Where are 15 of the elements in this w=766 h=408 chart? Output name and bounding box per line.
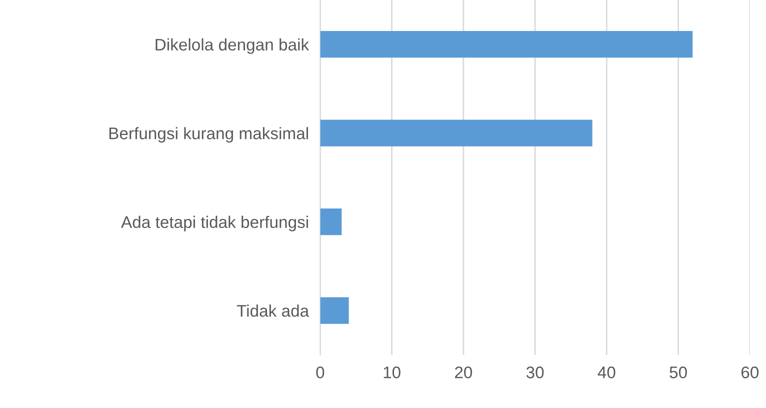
y-tick-label: Berfungsi kurang maksimal — [109, 127, 308, 143]
bar — [320, 31, 693, 58]
x-tick-label: 60 — [741, 366, 759, 378]
x-tick-label: 0 — [316, 366, 324, 378]
y-tick-label: Tidak ada — [236, 304, 310, 317]
x-tick-label: 40 — [598, 366, 616, 378]
y-tick-label: Dikelola dengan baik — [156, 38, 310, 54]
x-tick-label: 10 — [384, 366, 400, 378]
bar — [320, 208, 342, 236]
x-tick-label: 50 — [670, 366, 687, 378]
bar — [320, 297, 349, 324]
bar — [320, 120, 592, 146]
x-tick-label: 30 — [526, 366, 544, 378]
x-tick-label: 20 — [455, 366, 472, 378]
y-tick-label: Ada tetapi tidak berfungsi — [121, 216, 308, 232]
